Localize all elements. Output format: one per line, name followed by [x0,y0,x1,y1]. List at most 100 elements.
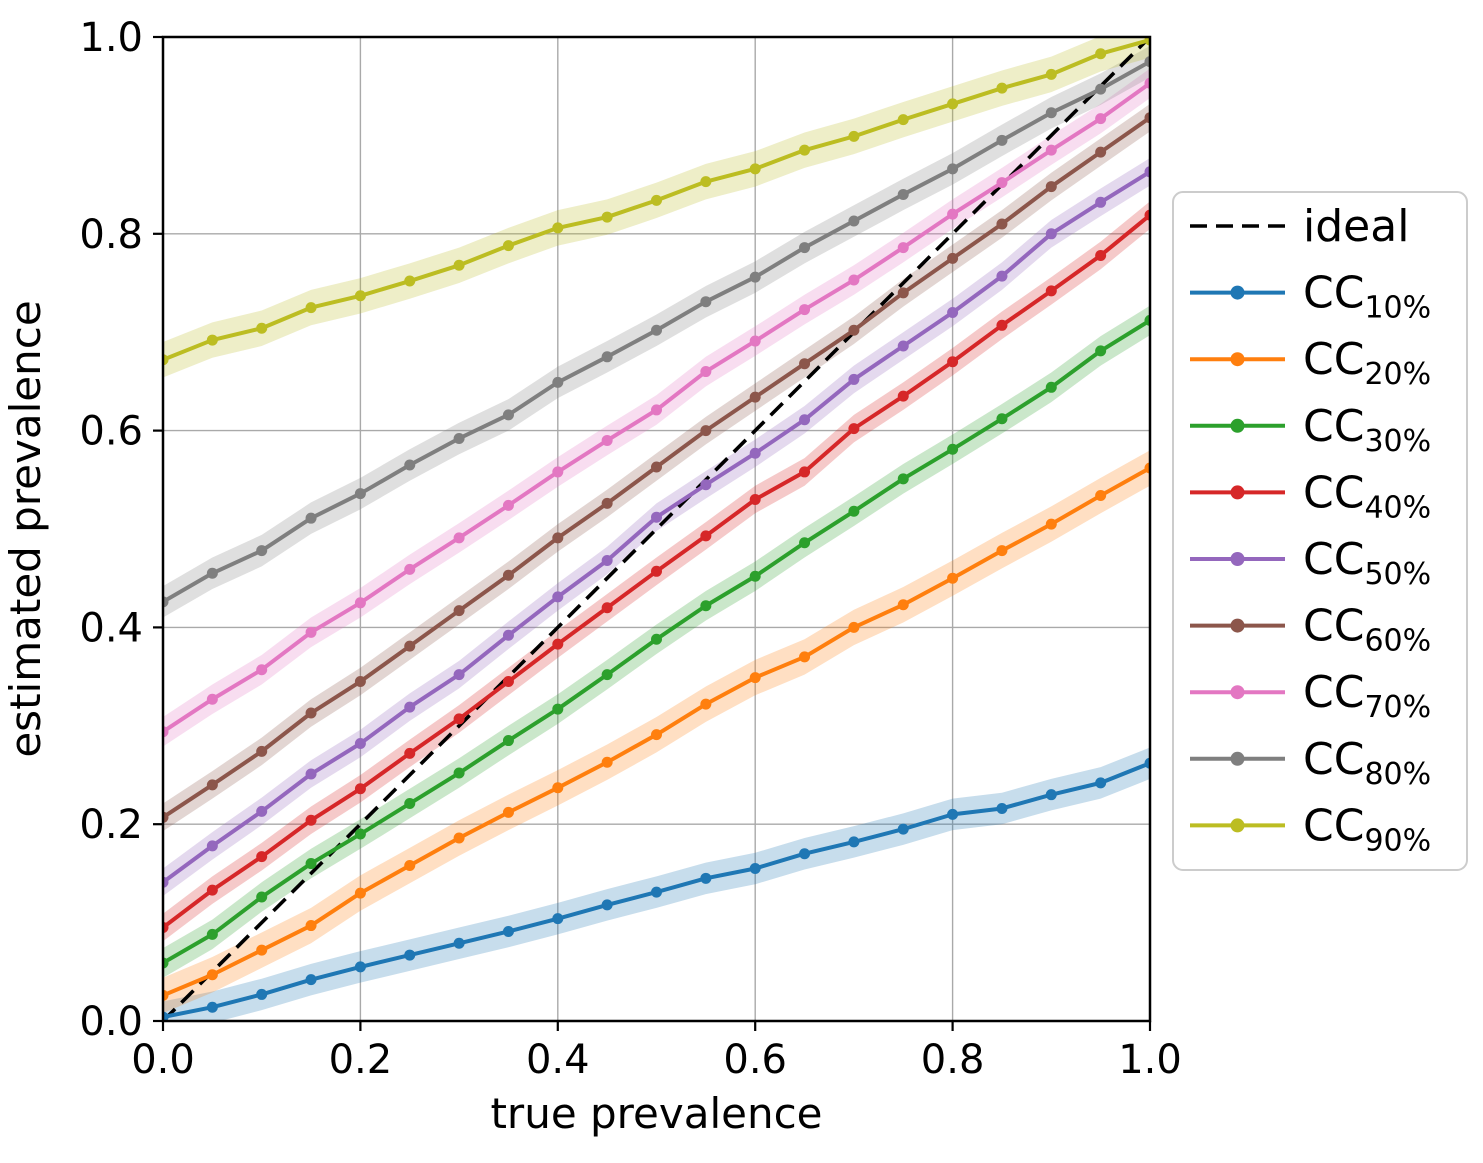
marker-CC_70% [163,726,169,738]
marker-CC_30% [552,703,564,715]
legend-label-CC_70%: CC70% [1303,667,1431,725]
marker-CC_70% [1144,77,1150,89]
marker-CC_10% [601,899,613,911]
marker-CC_30% [996,413,1008,425]
legend-label-CC_40%: CC40% [1303,467,1431,525]
legend-label-CC_50%: CC50% [1303,534,1431,592]
marker-CC_80% [453,432,465,444]
marker-CC_20% [163,989,169,1001]
marker-CC_50% [256,805,268,817]
marker-CC_40% [897,390,909,402]
marker-CC_50% [799,414,811,426]
marker-CC_20% [651,729,662,741]
legend-item-CC_60%: CC60% [1190,601,1431,659]
marker-CC_40% [1144,209,1150,221]
legend-item-CC_90%: CC90% [1190,800,1431,858]
marker-CC_80% [848,215,860,227]
legend-marker-swatch [1230,751,1245,766]
legend-item-CC_40%: CC40% [1190,467,1431,525]
marker-CC_40% [206,884,218,896]
marker-CC_10% [1095,777,1107,789]
ticks: 0.0 0.2 0.4 0.6 0.8 1.0 0.0 0.2 0.4 0.6 0.8 1.0 [79,15,1181,1083]
marker-CC_20% [354,887,366,899]
legend-marker-swatch [1230,552,1245,566]
marker-CC_80% [799,242,811,254]
marker-CC_40% [453,713,465,725]
legend-label-CC_30%: CC30% [1303,401,1431,459]
legend-marker-swatch [1230,285,1245,300]
marker-CC_50% [404,701,416,713]
legend-marker-swatch [1230,352,1245,367]
marker-CC_10% [256,988,268,1000]
marker-CC_30% [206,928,218,940]
legend-label-CC_90%: CC90% [1303,800,1431,858]
marker-CC_10% [1144,757,1150,769]
marker-CC_60% [848,324,860,336]
marker-CC_90% [947,98,959,110]
marker-CC_80% [256,545,268,557]
marker-CC_30% [947,443,959,455]
marker-CC_50% [453,669,465,681]
marker-CC_40% [601,602,613,614]
series-CC_30% [163,314,1150,969]
marker-CC_70% [354,597,366,609]
series-CC_50% [163,166,1150,888]
marker-CC_50% [601,554,613,566]
marker-CC_60% [700,425,712,437]
series-CC_80% [163,56,1150,608]
marker-CC_80% [1144,56,1150,68]
marker-CC_90% [1095,48,1107,60]
x-axis-label: true prevalence [490,1089,822,1138]
marker-CC_30% [749,570,761,582]
marker-CC_10% [453,937,465,949]
marker-CC_10% [848,836,860,848]
marker-CC_40% [305,814,317,826]
marker-CC_80% [947,163,959,175]
marker-CC_20% [799,651,811,663]
marker-CC_60% [1144,112,1150,124]
marker-CC_20% [897,599,909,611]
marker-CC_60% [552,532,564,544]
marker-CC_90% [552,222,564,234]
series-CC_20% [163,462,1150,1001]
x-tick-label: 0.6 [723,1037,787,1083]
marker-CC_60% [502,569,514,581]
marker-CC_80% [1045,107,1057,119]
marker-CC_50% [1095,196,1107,208]
legend-label-CC_20%: CC20% [1303,334,1431,392]
marker-CC_90% [305,302,317,314]
marker-CC_30% [163,957,169,969]
marker-CC_30% [354,828,366,840]
marker-CC_50% [1144,166,1150,178]
marker-CC_60% [256,745,268,757]
marker-CC_90% [799,144,811,156]
marker-CC_60% [601,497,613,509]
marker-CC_10% [700,872,712,884]
marker-CC_80% [749,271,761,283]
marker-CC_90% [897,114,909,126]
marker-CC_10% [552,913,564,925]
series-CC_60% [163,112,1150,823]
marker-CC_50% [996,270,1008,282]
y-tick-label: 0.2 [79,802,143,848]
legend-marker-swatch [1230,418,1245,433]
marker-CC_60% [651,461,662,473]
marker-CC_50% [1045,228,1057,240]
marker-CC_90% [700,176,712,188]
marker-CC_90% [601,211,613,223]
marker-CC_80% [897,188,909,200]
marker-CC_50% [749,447,761,459]
legend-marker-swatch [1230,618,1245,633]
marker-CC_10% [404,949,416,961]
marker-CC_10% [206,1001,218,1013]
axes-frame [161,35,1152,1023]
marker-CC_30% [1045,381,1057,393]
marker-CC_70% [206,693,218,705]
y-tick-label: 0.8 [79,212,143,258]
marker-CC_40% [552,638,564,650]
marker-CC_30% [799,537,811,549]
marker-CC_40% [1045,285,1057,297]
marker-CC_10% [996,802,1008,814]
